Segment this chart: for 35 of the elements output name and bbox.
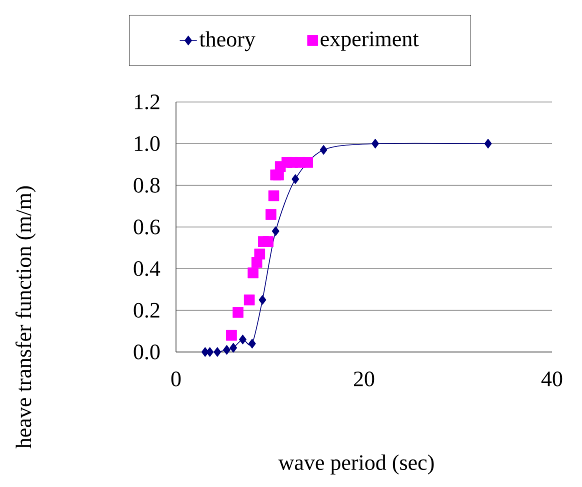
y-tick-label: 0.2 (134, 302, 160, 318)
y-tick-label: 0.0 (134, 344, 160, 360)
point (206, 347, 214, 357)
point (272, 226, 280, 236)
y-axis-title: heave transfer function (m/m) (16, 186, 36, 448)
y-tick-label: 0.4 (134, 261, 160, 276)
point (484, 138, 492, 148)
y-tick-label: 0.6 (134, 220, 160, 234)
point (226, 330, 237, 341)
x-tick-label: 40 (541, 372, 562, 386)
point (223, 345, 230, 355)
point (232, 307, 244, 318)
legend-label: experiment (320, 32, 419, 51)
point (372, 138, 379, 148)
point (268, 190, 280, 202)
point (239, 334, 246, 344)
point (230, 343, 238, 353)
point (244, 294, 255, 306)
point (258, 295, 266, 305)
point (254, 248, 266, 260)
point (262, 236, 274, 247)
point (302, 157, 313, 168)
legend-label: theory (199, 31, 256, 52)
point (266, 209, 276, 220)
y-tick-label: 1.0 (134, 136, 160, 152)
x-axis-title: wave period (sec) (278, 454, 434, 474)
x-tick-label: 20 (354, 372, 374, 386)
point (248, 338, 256, 348)
point (292, 174, 300, 184)
x-tick-label: 0 (171, 372, 181, 386)
y-tick-label: 1.2 (134, 94, 160, 110)
y-tick-label: 0.8 (134, 178, 160, 193)
point (248, 267, 258, 278)
point (320, 145, 328, 155)
point (214, 347, 222, 357)
